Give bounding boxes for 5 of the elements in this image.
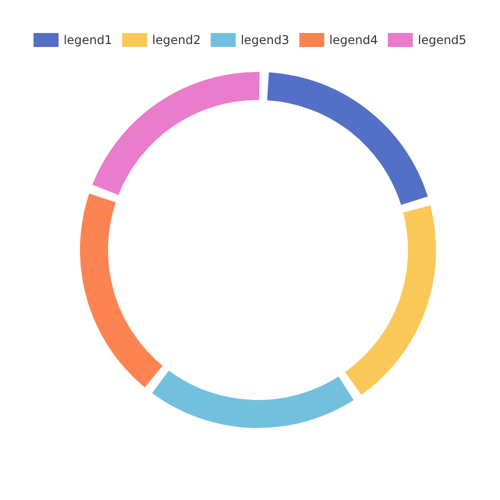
legend-label: legend1 bbox=[64, 33, 112, 47]
legend-label: legend2 bbox=[152, 33, 201, 47]
legend-label: legend5 bbox=[418, 33, 466, 47]
legend-label: legend4 bbox=[329, 33, 378, 47]
legend-label: legend3 bbox=[240, 33, 290, 47]
